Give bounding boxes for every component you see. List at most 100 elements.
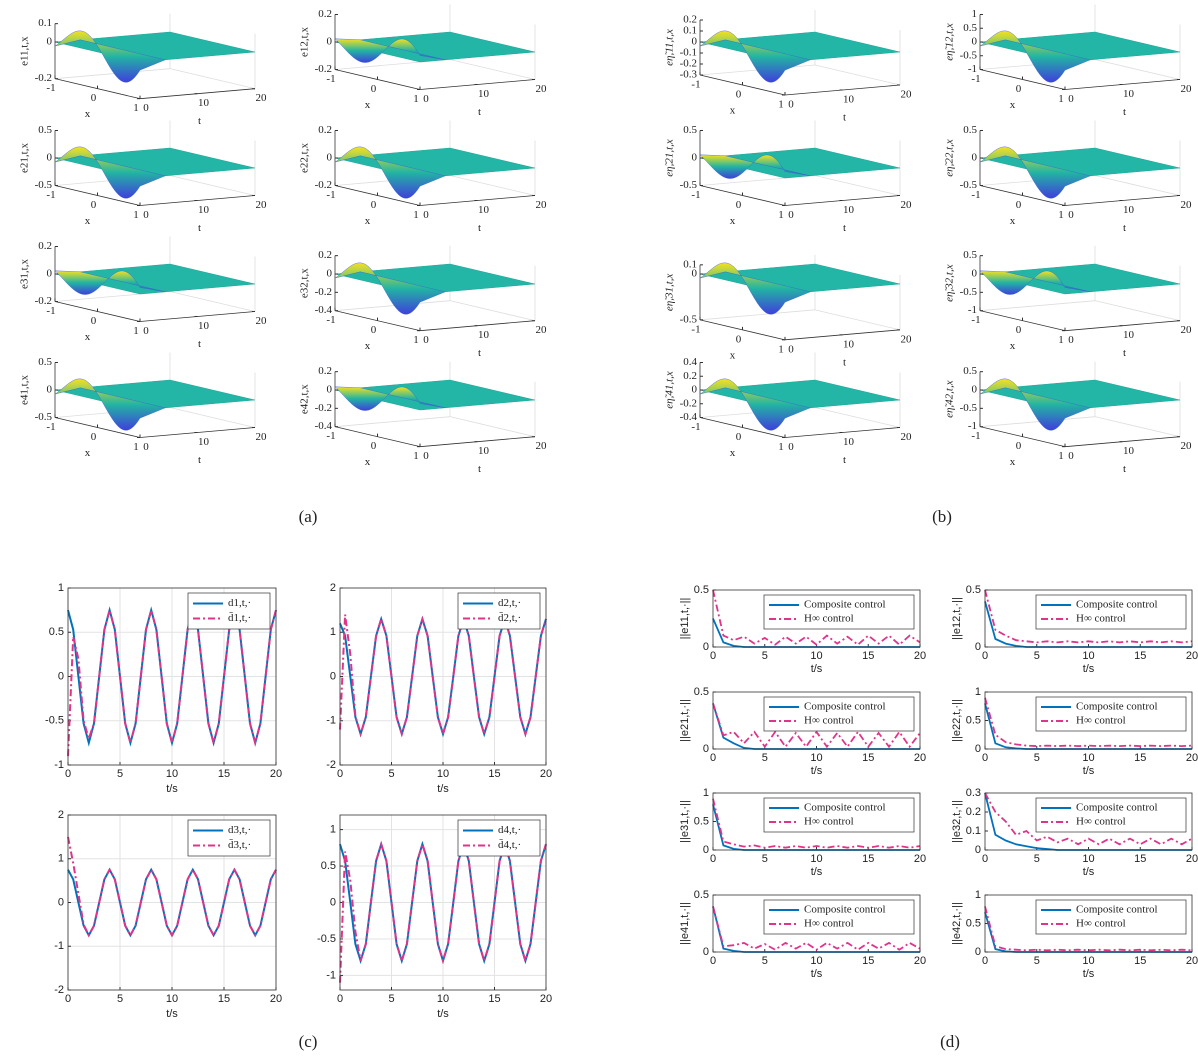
- y-tick-label: 1: [975, 889, 981, 901]
- axis-line: [1094, 300, 1181, 322]
- y-tick-label: 0.5: [694, 584, 709, 596]
- z-tick-label: -0.5: [960, 179, 978, 191]
- y-tick-label: 0.5: [694, 815, 709, 827]
- t-tick-label: 10: [478, 445, 490, 457]
- x-axis-label: x: [365, 456, 371, 468]
- x-tick-label: 1: [1058, 334, 1064, 346]
- surface-wave: [334, 38, 446, 63]
- x-tick-label: 0: [736, 89, 742, 101]
- z-tick-label: 0.5: [963, 365, 977, 377]
- z-tick-label: -0.5: [680, 313, 698, 325]
- x-tick-label: 0: [982, 650, 988, 662]
- y-tick-label: 0.5: [966, 584, 981, 596]
- z-tick-label: 0: [327, 36, 333, 48]
- x-tick-label: 1: [778, 343, 784, 355]
- x-tick-label: -1: [46, 189, 55, 201]
- t-tick-label: 20: [1181, 199, 1193, 211]
- series-line: [339, 840, 547, 983]
- x-tick-label: 5: [117, 768, 123, 780]
- z-tick-label: -0.2: [315, 179, 332, 191]
- axes-box: [712, 589, 921, 648]
- t-tick-label: 10: [198, 204, 210, 216]
- t-axis-label: t: [1123, 463, 1126, 475]
- x-axis-label: t/s: [1083, 663, 1095, 675]
- axis-line: [54, 68, 171, 80]
- y-tick-label: -0.5: [317, 933, 336, 945]
- surface-wave: [979, 270, 1091, 295]
- z-axis-label: eη̃,32,t,x: [944, 264, 956, 302]
- legend-box: [1035, 594, 1187, 630]
- legend-label: Composite control: [1076, 904, 1158, 916]
- y-tick-label: -1: [54, 940, 64, 952]
- t-tick-label: 0: [788, 209, 794, 221]
- x-axis-label: t/s: [437, 1008, 449, 1020]
- z-tick-label: -0.3: [680, 69, 698, 81]
- x-axis-label: t/s: [1083, 765, 1095, 777]
- axis-line: [169, 407, 256, 428]
- z-tick-label: 0: [972, 384, 978, 396]
- t-tick-label: 20: [256, 92, 268, 104]
- x-tick-label: 5: [1034, 955, 1040, 967]
- x-tick-label: 0: [710, 853, 716, 865]
- y-tick-label: 1: [58, 853, 64, 865]
- x-tick-label: 15: [862, 853, 874, 865]
- surface-wave: [334, 146, 446, 199]
- x-tick-label: -1: [691, 189, 700, 201]
- series-line: [712, 798, 921, 849]
- y-tick-label: 0: [975, 844, 981, 856]
- t-tick-label: 0: [143, 325, 149, 337]
- legend-label: H∞ control: [804, 918, 854, 930]
- t-tick-label: 20: [536, 83, 548, 95]
- t-tick-label: 0: [423, 450, 429, 462]
- t-tick-label: 10: [843, 94, 855, 106]
- x-tick-label: 15: [488, 768, 500, 780]
- z-tick-label: 0.2: [683, 14, 697, 26]
- t-tick-label: 20: [536, 199, 548, 211]
- x-tick-label: 5: [1034, 650, 1040, 662]
- axes-box: [984, 691, 1193, 750]
- t-tick-label: 0: [1068, 93, 1074, 105]
- y-axis-label: ||e42,t,·||: [951, 902, 963, 945]
- surface-wave: [979, 146, 1091, 199]
- series-line: [984, 589, 1193, 644]
- t-axis-label: t: [1123, 222, 1126, 234]
- surface-sheet: [979, 263, 1181, 295]
- z-tick-label: -0.2: [680, 58, 697, 70]
- t-tick-label: 20: [536, 324, 548, 336]
- x-tick-label: 0: [1016, 324, 1022, 336]
- z-tick-label: -0.5: [960, 49, 978, 61]
- y-tick-label: -0.5: [45, 715, 64, 727]
- legend-label: Composite control: [804, 904, 886, 916]
- y-tick-label: 0: [975, 743, 981, 755]
- legend-box: [187, 819, 271, 857]
- axes-box: [67, 814, 277, 991]
- z-tick-label: 0: [972, 268, 978, 280]
- t-tick-label: 10: [478, 88, 490, 100]
- legend-box: [1035, 696, 1187, 732]
- y-tick-label: 0.5: [694, 889, 709, 901]
- x-tick-label: 20: [540, 993, 552, 1005]
- t-tick-label: 20: [1181, 83, 1193, 95]
- x-tick-label: 5: [762, 955, 768, 967]
- caption: (b): [932, 507, 952, 526]
- y-tick-label: 2: [58, 809, 64, 821]
- z-axis-label: e42,t,x: [299, 384, 311, 414]
- axis-line: [449, 416, 536, 438]
- z-axis-label: e22,t,x: [299, 143, 311, 173]
- x-axis-label: t/s: [811, 765, 823, 777]
- z-tick-label: -0.2: [315, 402, 332, 414]
- x-tick-label: 15: [218, 768, 230, 780]
- axis-line: [1094, 175, 1181, 196]
- y-axis-label: ||e11,t,·||: [679, 598, 691, 640]
- x-tick-label: 15: [1134, 650, 1146, 662]
- t-tick-label: 10: [198, 320, 210, 332]
- t-tick-label: 0: [143, 209, 149, 221]
- x-tick-label: 15: [218, 993, 230, 1005]
- series-line: [984, 697, 1193, 748]
- x-tick-label: 1: [413, 334, 419, 346]
- x-tick-label: 10: [166, 993, 178, 1005]
- x-axis-label: x: [1010, 340, 1016, 352]
- x-tick-label: 20: [914, 650, 926, 662]
- z-tick-label: 0: [47, 384, 53, 396]
